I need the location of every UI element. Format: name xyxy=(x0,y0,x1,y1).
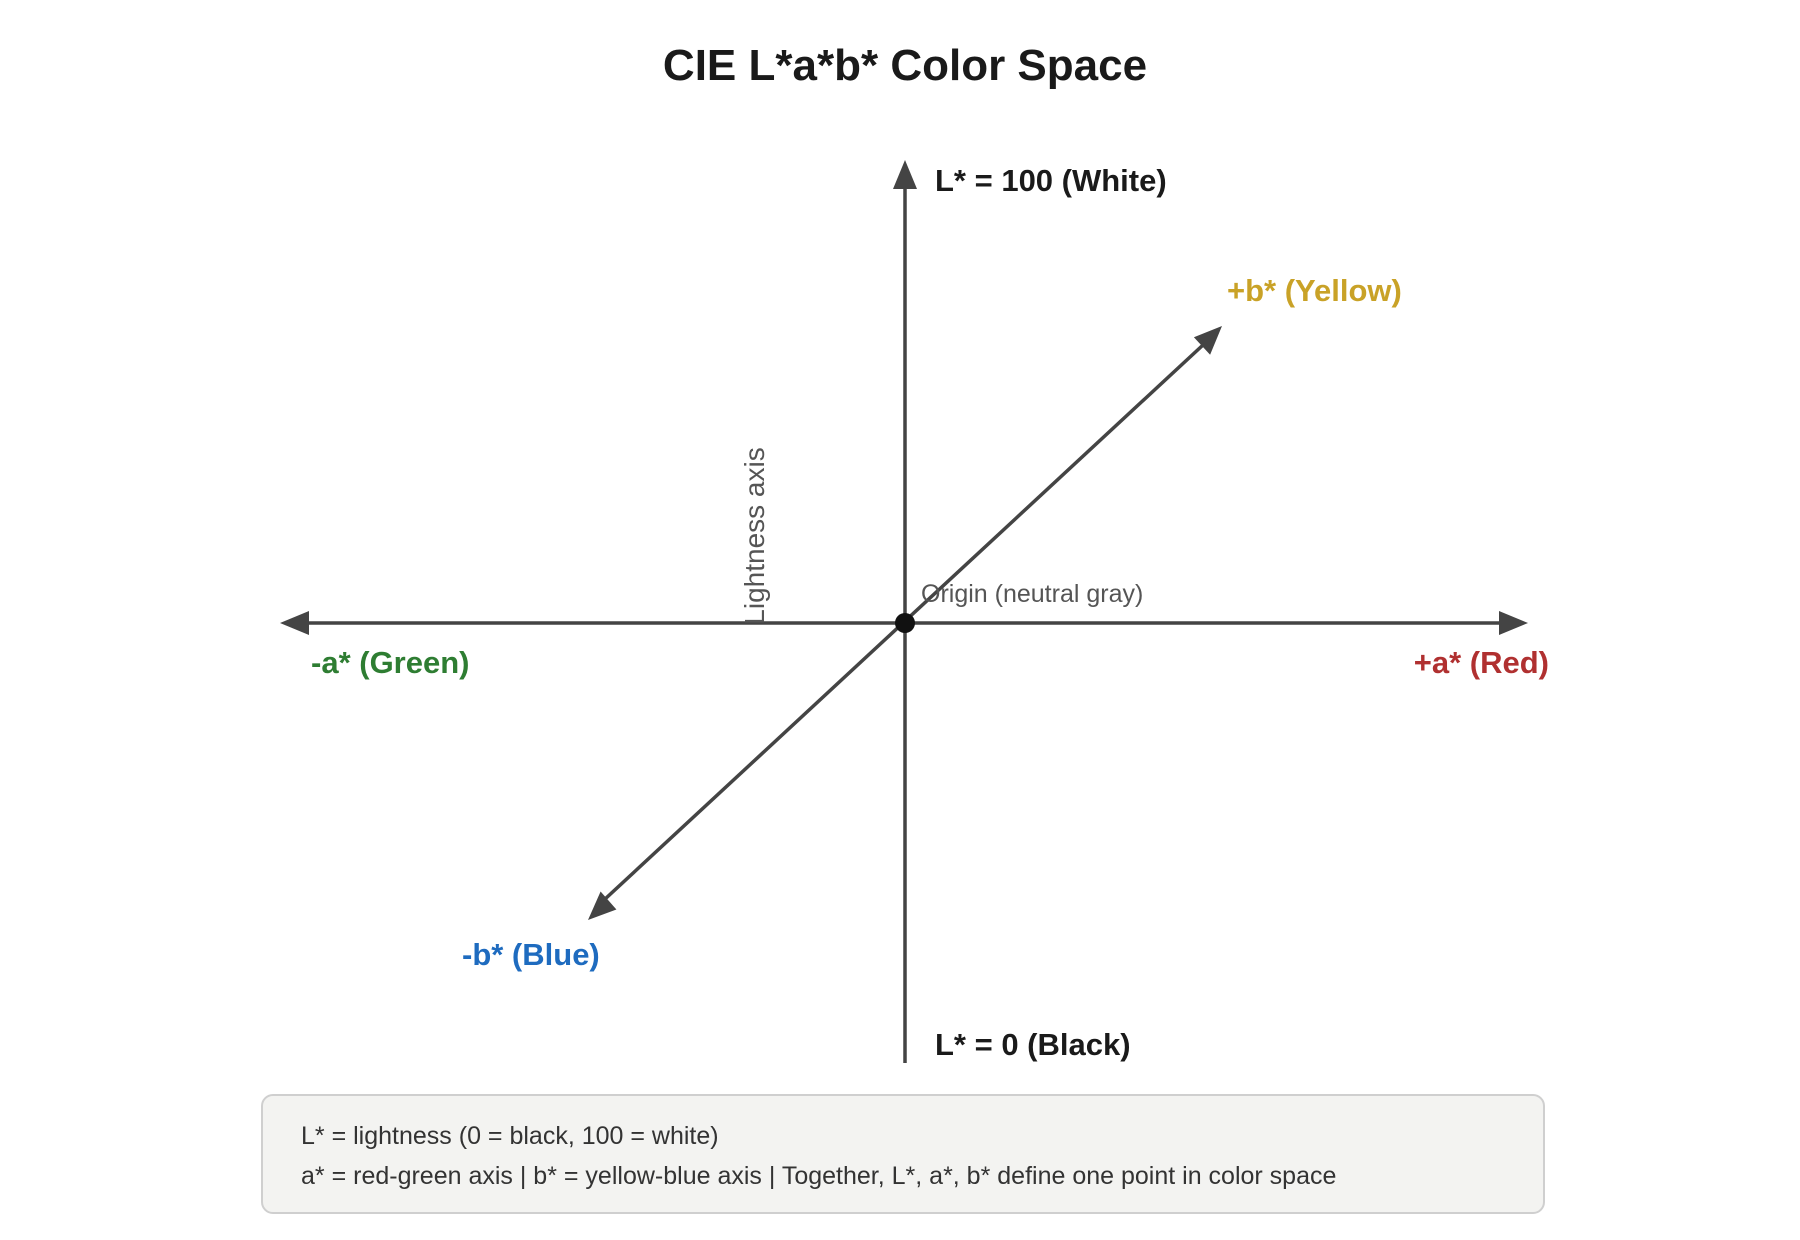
b-neg-label: -b* (Blue) xyxy=(462,937,600,972)
l-top-arrowhead xyxy=(893,160,917,189)
legend-box: L* = lightness (0 = black, 100 = white) … xyxy=(261,1094,1545,1214)
origin-dot xyxy=(895,613,915,633)
l-bottom-label: L* = 0 (Black) xyxy=(935,1027,1131,1062)
legend-line-lightness: L* = lightness (0 = black, 100 = white) xyxy=(301,1122,719,1150)
l-top-label: L* = 100 (White) xyxy=(935,163,1167,198)
b-pos-label: +b* (Yellow) xyxy=(1227,273,1402,308)
b-neg-arrowhead xyxy=(588,891,617,920)
a-neg-arrowhead xyxy=(280,611,309,635)
lightness-axis-label: Lightness axis xyxy=(739,447,770,624)
b-pos-arrowhead xyxy=(1193,326,1222,355)
a-neg-label: -a* (Green) xyxy=(311,645,469,680)
origin-label: Origin (neutral gray) xyxy=(921,580,1143,608)
a-pos-label: +a* (Red) xyxy=(1414,645,1549,680)
diagram-title: CIE L*a*b* Color Space xyxy=(663,41,1147,90)
legend-line-axes: a* = red-green axis | b* = yellow-blue a… xyxy=(301,1162,1337,1190)
a-pos-arrowhead xyxy=(1499,611,1528,635)
